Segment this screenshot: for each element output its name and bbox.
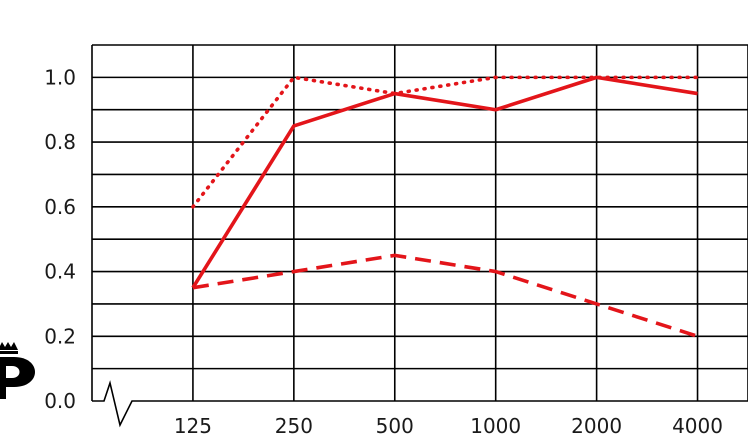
series-solid-line — [191, 75, 698, 289]
y-tick-label: 0.2 — [44, 324, 76, 348]
y-tick-label: 0.8 — [44, 130, 76, 154]
x-tick-label: 1000 — [470, 414, 521, 438]
y-tick-label: 1.0 — [44, 65, 76, 89]
x-tick-label: 4000 — [672, 414, 723, 438]
crowned-p-logo-icon — [0, 342, 35, 399]
y-tick-label: 0.6 — [44, 195, 76, 219]
y-tick-label: 0.0 — [44, 389, 76, 413]
x-tick-label: 2000 — [571, 414, 622, 438]
x-tick-label: 500 — [376, 414, 414, 438]
x-tick-label: 125 — [174, 414, 212, 438]
x-tick-labels: 125 250 500 1000 2000 4000 — [174, 414, 723, 438]
series-dotted-line — [191, 75, 700, 209]
chart-series — [191, 75, 700, 338]
y-tick-labels: 0.0 0.2 0.4 0.6 0.8 1.0 — [44, 65, 76, 413]
x-tick-label: 250 — [275, 414, 313, 438]
series-dashed-line — [192, 253, 699, 338]
chart-grid — [91, 44, 748, 401]
y-axis-break-icon — [92, 380, 748, 428]
y-tick-label: 0.4 — [44, 260, 76, 284]
